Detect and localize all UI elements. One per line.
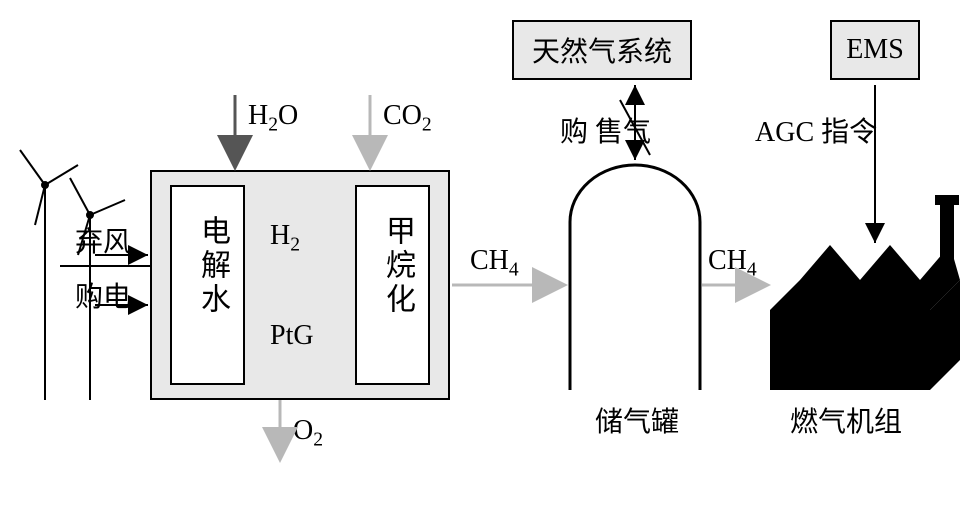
ch4-label-1: CH4 xyxy=(470,245,519,282)
methanation-label: 甲烷化 xyxy=(375,215,419,317)
ems-label: EMS xyxy=(846,34,904,66)
electrolysis-label: 电解水 xyxy=(190,215,234,317)
wind-divider xyxy=(60,265,150,267)
co2-label: CO2 xyxy=(383,100,432,137)
natural-gas-system-box: 天然气系统 xyxy=(512,20,692,80)
ptg-mid-label: PtG xyxy=(270,320,314,352)
natural-gas-system-label: 天然气系统 xyxy=(532,30,672,70)
o2-label: O2 xyxy=(293,415,323,452)
buy-sell-gas-label: 购 售气 xyxy=(560,110,651,150)
h2o-label: H2O xyxy=(248,100,298,137)
gas-plant-icon xyxy=(770,195,960,390)
agc-label: AGC 指令 xyxy=(755,110,877,150)
gas-tank-icon xyxy=(570,165,700,390)
h2-mid-label: H2 xyxy=(270,220,300,257)
ems-box: EMS xyxy=(830,20,920,80)
tank-label: 储气罐 xyxy=(595,400,679,440)
buy-elec-label: 购电 xyxy=(75,275,131,315)
ch4-label-2: CH4 xyxy=(708,245,757,282)
factory-label: 燃气机组 xyxy=(790,400,902,440)
wind-discard-label: 弃风 xyxy=(75,220,131,260)
